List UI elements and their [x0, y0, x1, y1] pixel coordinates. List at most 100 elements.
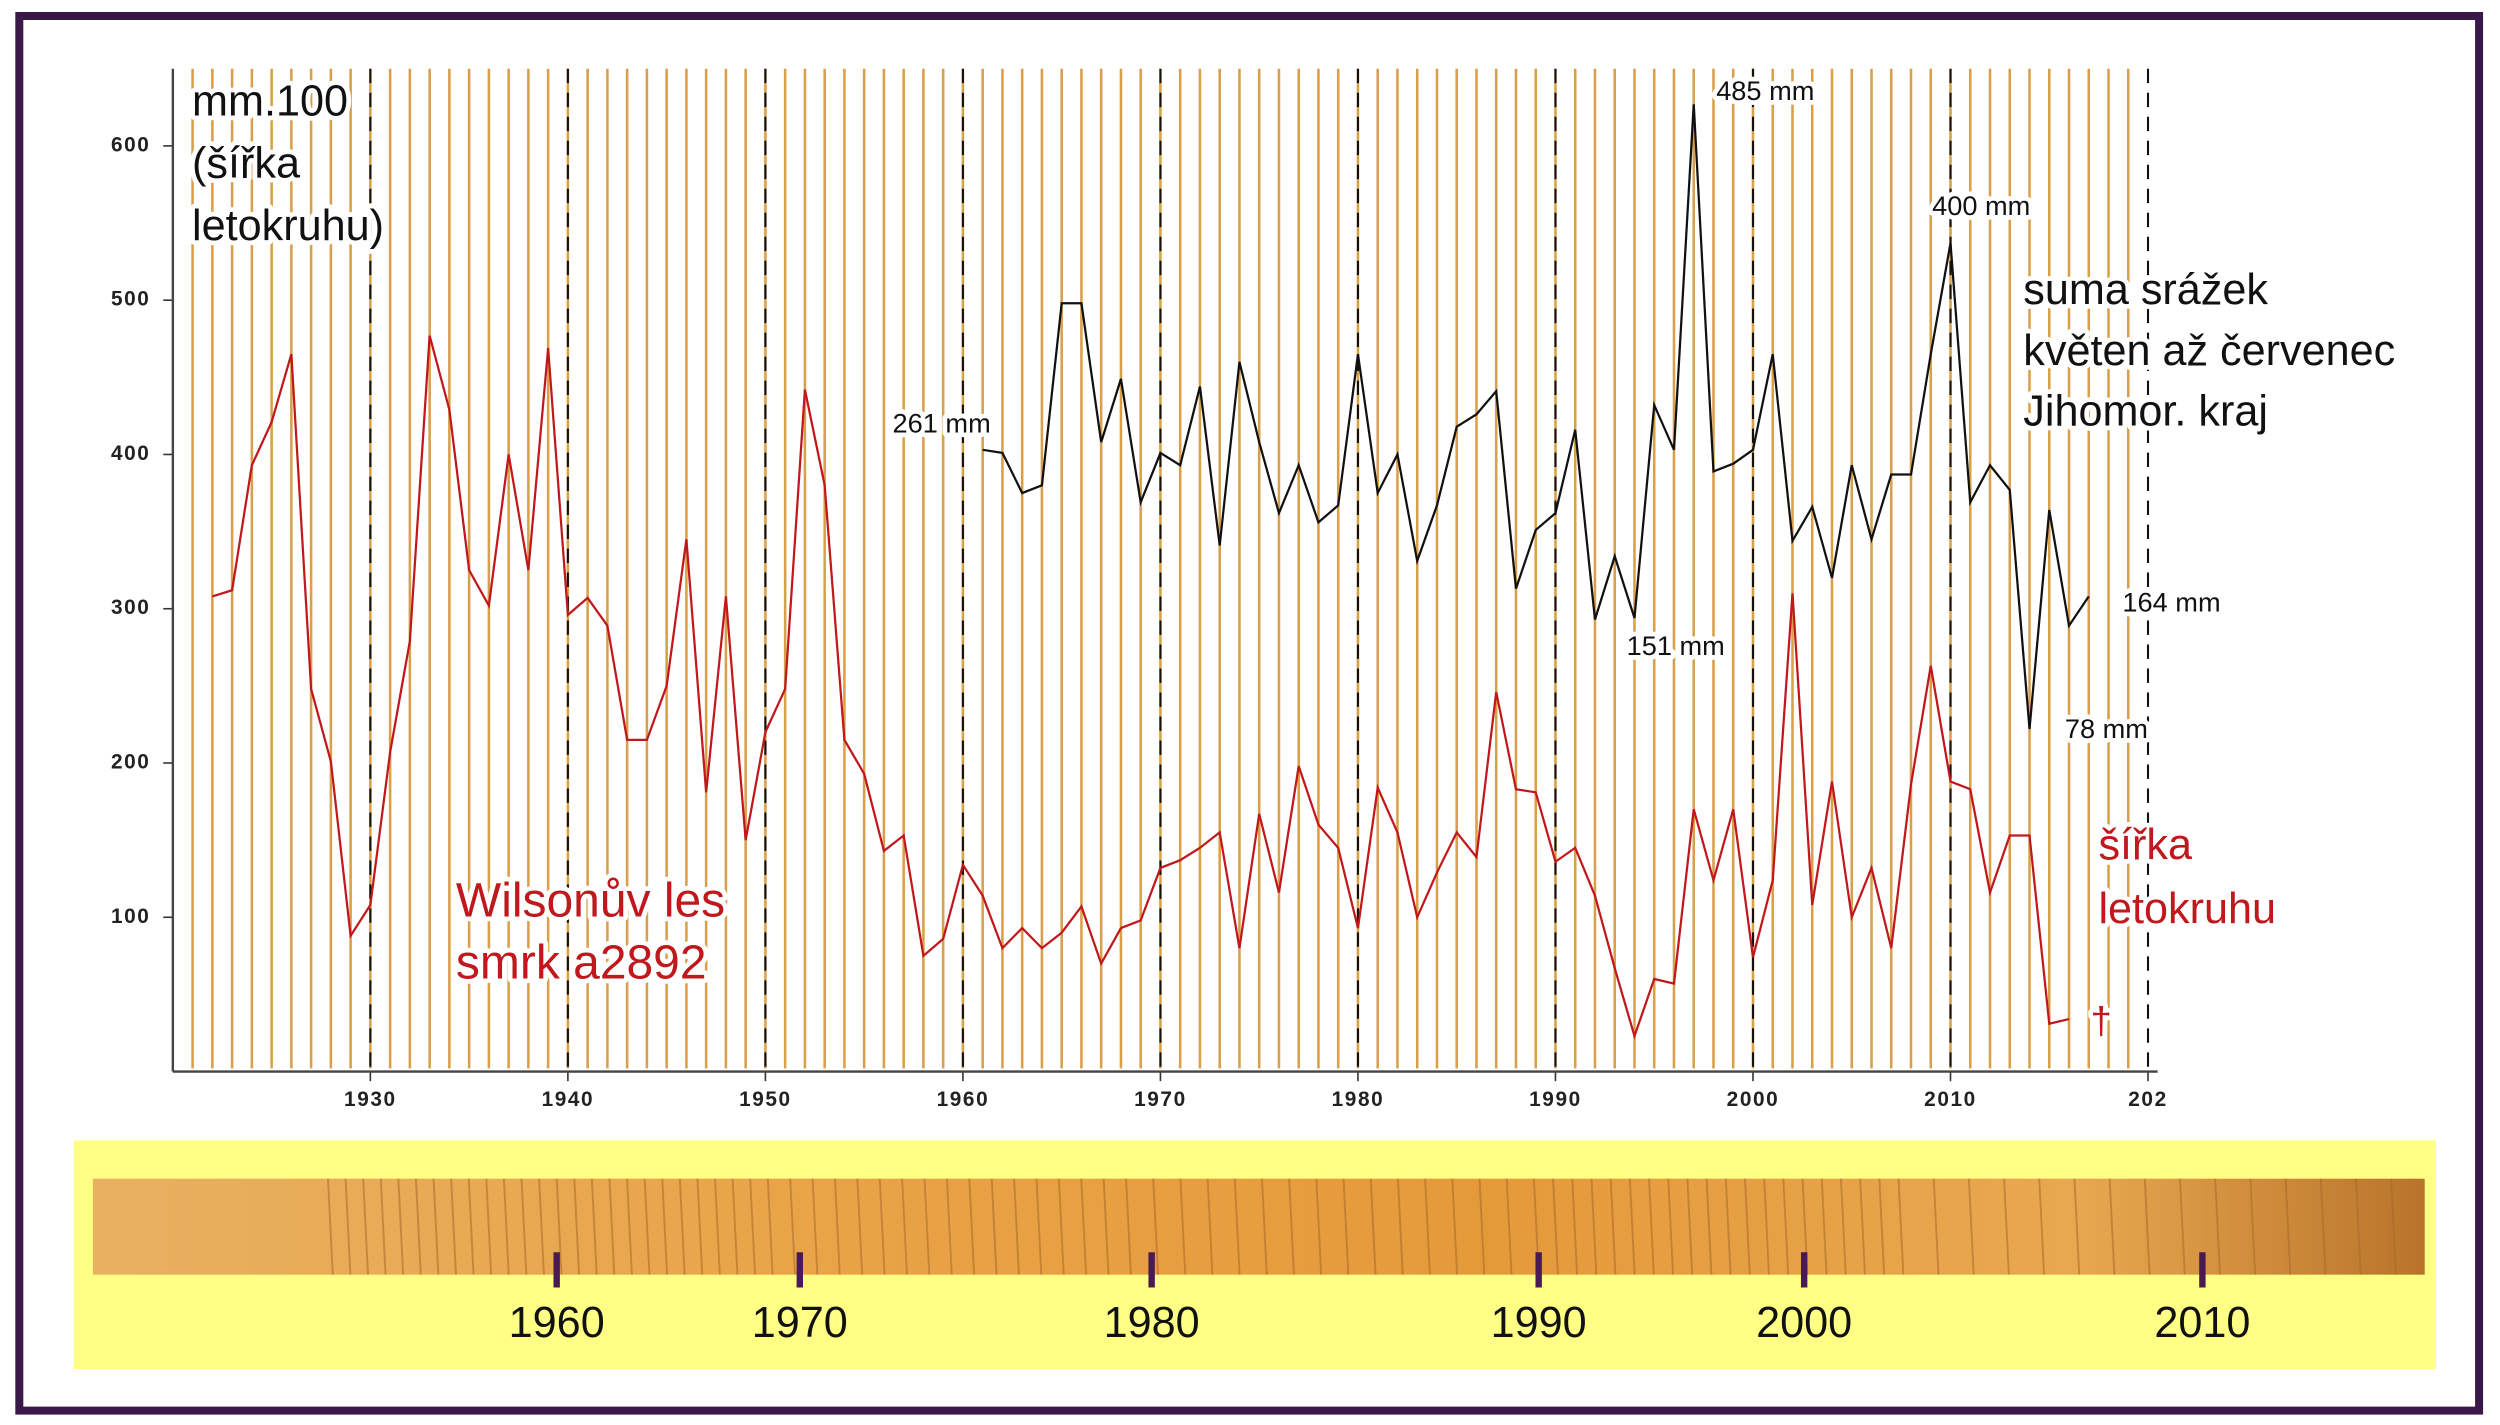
ring: [1686, 1178, 1694, 1275]
ring: [467, 1178, 475, 1275]
ring: [1839, 1178, 1847, 1275]
annotation: letokruhu: [2098, 885, 2276, 933]
x-tick-label: 202: [2128, 1088, 2167, 1111]
ring: [766, 1178, 774, 1275]
ring: [661, 1178, 669, 1275]
x-tick-label: 1940: [542, 1088, 595, 1111]
ring: [450, 1178, 457, 1275]
core-tick-label: 1970: [752, 1299, 848, 1347]
x-tick-label: 1970: [1134, 1088, 1187, 1111]
ring: [2214, 1178, 2221, 1275]
ring: [1013, 1178, 1020, 1275]
x-tick-label: 1950: [739, 1088, 792, 1111]
ring: [2249, 1178, 2257, 1275]
annotation: 261 mm: [893, 408, 991, 439]
ring: [1505, 1178, 1513, 1275]
series-line: [982, 104, 2090, 730]
ring: [1478, 1178, 1486, 1275]
ring: [643, 1178, 651, 1275]
core-rings: [327, 1178, 2397, 1275]
ring: [2073, 1178, 2081, 1275]
ring: [520, 1178, 528, 1275]
x-tick-label: 1960: [937, 1088, 990, 1111]
ring: [397, 1178, 405, 1275]
series-line: [212, 335, 2070, 1040]
ring: [1125, 1178, 1132, 1275]
ring: [2108, 1178, 2116, 1275]
x-tick-label: 1990: [1529, 1088, 1582, 1111]
ring: [1057, 1178, 1065, 1275]
ring: [1315, 1178, 1323, 1275]
annotation: mm.100: [192, 77, 348, 125]
ring: [344, 1178, 352, 1275]
ring: [1179, 1178, 1187, 1275]
ring: [749, 1178, 756, 1275]
ring: [945, 1178, 953, 1275]
ring: [1369, 1178, 1377, 1275]
annotation: 78 mm: [2065, 713, 2148, 744]
ring: [414, 1178, 422, 1275]
y-tick-label: 300: [111, 596, 150, 619]
ring: [811, 1178, 819, 1275]
y-tick-label: 500: [111, 288, 150, 311]
ring: [362, 1178, 369, 1275]
annotation: Jihomor. kraj: [2023, 388, 2268, 436]
ring: [1288, 1178, 1295, 1275]
ring: [2354, 1178, 2362, 1275]
ring: [1080, 1178, 1088, 1275]
ring: [1724, 1178, 1732, 1275]
core-photo: [92, 1178, 2425, 1275]
annotation: suma srážek: [2023, 266, 2268, 314]
ring: [502, 1178, 510, 1275]
ring: [1609, 1178, 1617, 1275]
y-tick-label: 400: [111, 442, 150, 465]
ring: [1859, 1178, 1866, 1275]
ring: [1782, 1178, 1790, 1275]
ring: [923, 1178, 931, 1275]
core-tick-label: 2000: [1756, 1299, 1852, 1347]
ring: [1967, 1178, 1975, 1275]
core-tick-label: 1960: [509, 1299, 605, 1347]
core-tick-label: 1980: [1104, 1299, 1200, 1347]
ring: [878, 1178, 886, 1275]
y-tick-label: 100: [111, 905, 150, 928]
x-tick-label: 2000: [1727, 1088, 1780, 1111]
ring: [555, 1178, 563, 1275]
annotation: smrk a2892: [456, 937, 707, 990]
ring: [432, 1178, 440, 1275]
ring: [485, 1178, 493, 1275]
ring: [327, 1178, 334, 1275]
x-tick-label: 1980: [1332, 1088, 1385, 1111]
ring: [834, 1178, 841, 1275]
ring: [901, 1178, 908, 1275]
ring: [1744, 1178, 1751, 1275]
ring: [608, 1178, 616, 1275]
ring: [1628, 1178, 1636, 1275]
ring: [2003, 1178, 2010, 1275]
annotation: 400 mm: [1932, 190, 2030, 221]
ring: [2038, 1178, 2046, 1275]
ring: [968, 1178, 976, 1275]
ring: [2143, 1178, 2151, 1275]
annotation: †: [2090, 1000, 2111, 1043]
core-tick-label: 1990: [1491, 1299, 1587, 1347]
y-tick-label: 600: [111, 133, 150, 156]
ring: [573, 1178, 581, 1275]
ring: [714, 1178, 721, 1275]
ring: [2319, 1178, 2327, 1275]
x-tick-label: 2010: [1924, 1088, 1977, 1111]
ring: [1590, 1178, 1598, 1275]
ring: [1667, 1178, 1674, 1275]
ring: [1552, 1178, 1559, 1275]
annotation: šířka: [2098, 821, 2193, 869]
ring: [1648, 1178, 1655, 1275]
ring: [990, 1178, 998, 1275]
ring: [2390, 1178, 2397, 1275]
ring: [731, 1178, 739, 1275]
annotation: květen až červenec: [2023, 327, 2395, 375]
ring: [626, 1178, 633, 1275]
ring: [1233, 1178, 1241, 1275]
ring: [1424, 1178, 1431, 1275]
annotation: (šířka: [192, 140, 301, 188]
